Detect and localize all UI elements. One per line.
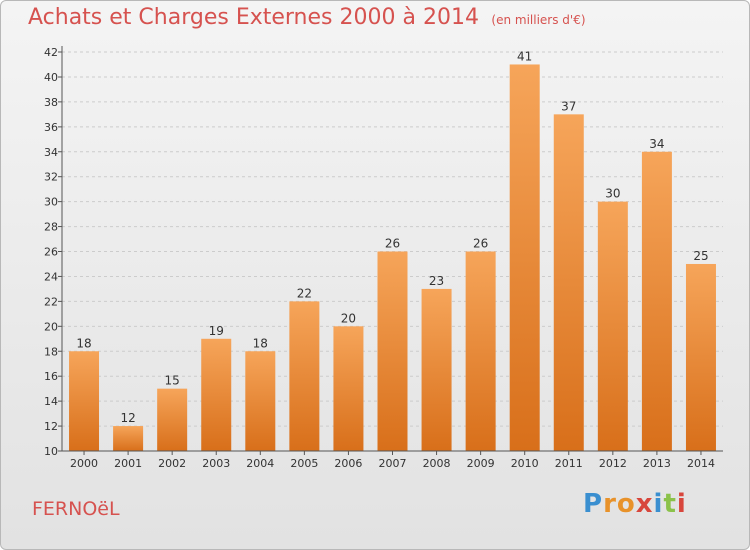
logo-letter: r (603, 489, 617, 519)
y-tick-label: 22 (44, 295, 58, 308)
y-tick-label: 28 (44, 221, 58, 234)
x-tick-label: 2003 (202, 457, 230, 470)
logo-letter: P (583, 489, 604, 519)
bar (377, 251, 408, 451)
x-tick-label: 2006 (334, 457, 362, 470)
data-label: 18 (76, 336, 91, 350)
bar (201, 338, 232, 451)
data-label: 26 (473, 237, 488, 251)
y-tick-label: 24 (44, 270, 58, 283)
data-label: 20 (341, 311, 356, 325)
y-tick-label: 26 (44, 246, 58, 259)
data-label: 23 (429, 274, 444, 288)
chart-title: Achats et Charges Externes 2000 à 2014 (28, 5, 479, 30)
y-tick-label: 18 (44, 345, 58, 358)
x-tick-label: 2009 (467, 457, 495, 470)
bar (465, 251, 496, 451)
bar (157, 388, 188, 451)
bars (69, 64, 716, 451)
axes (58, 46, 723, 455)
labels: 10 12 14 16 18 20 22 24 26 28 30 32 34 36 38 40 42 18 2000… (44, 46, 715, 470)
bar (641, 151, 672, 451)
y-tick-label: 42 (44, 46, 58, 59)
y-tick-label: 14 (44, 395, 58, 408)
bar (69, 351, 100, 451)
x-tick-label: 2007 (379, 457, 407, 470)
y-tick-label: 34 (44, 146, 58, 159)
logo-letter: i (676, 489, 687, 519)
bar (113, 426, 144, 451)
x-tick-label: 2001 (114, 457, 142, 470)
bar (289, 301, 320, 451)
data-label: 25 (693, 249, 708, 263)
x-tick-label: 2000 (70, 457, 98, 470)
x-tick-label: 2005 (290, 457, 318, 470)
bar (245, 351, 276, 451)
x-tick-label: 2011 (555, 457, 583, 470)
data-label: 18 (253, 336, 268, 350)
bar (597, 201, 628, 451)
x-tick-label: 2008 (423, 457, 451, 470)
data-label: 41 (517, 49, 532, 63)
data-label: 37 (561, 99, 576, 113)
y-tick-label: 20 (44, 320, 58, 333)
data-label: 22 (297, 286, 312, 300)
logo-letter: x (635, 489, 654, 519)
x-tick-label: 2012 (599, 457, 627, 470)
data-label: 19 (209, 324, 224, 338)
bar (421, 288, 452, 451)
bar (553, 114, 584, 451)
y-tick-label: 12 (44, 420, 58, 433)
y-tick-label: 16 (44, 370, 58, 383)
y-tick-label: 10 (44, 445, 58, 458)
title-block: Achats et Charges Externes 2000 à 2014 (… (28, 5, 586, 30)
x-tick-label: 2014 (687, 457, 715, 470)
x-tick-label: 2002 (158, 457, 186, 470)
y-tick-label: 36 (44, 121, 58, 134)
logo-letter: o (616, 489, 636, 519)
data-label: 26 (385, 237, 400, 251)
x-tick-label: 2010 (511, 457, 539, 470)
data-label: 15 (165, 374, 180, 388)
bar (685, 263, 716, 451)
proxiti-logo: Proxiti (583, 489, 687, 519)
logo-letter: t (663, 489, 677, 519)
data-label: 12 (120, 411, 135, 425)
x-tick-label: 2013 (643, 457, 671, 470)
data-label: 30 (605, 187, 620, 201)
data-label: 34 (649, 137, 664, 151)
y-tick-label: 30 (44, 196, 58, 209)
y-tick-label: 38 (44, 96, 58, 109)
bar (509, 64, 540, 451)
y-tick-label: 40 (44, 71, 58, 84)
logo-letter: i (653, 489, 664, 519)
y-tick-label: 32 (44, 171, 58, 184)
bar (333, 326, 364, 451)
commune-name: FERNOëL (32, 498, 120, 520)
chart-subtitle: (en milliers d'€) (491, 13, 586, 27)
x-tick-label: 2004 (246, 457, 274, 470)
